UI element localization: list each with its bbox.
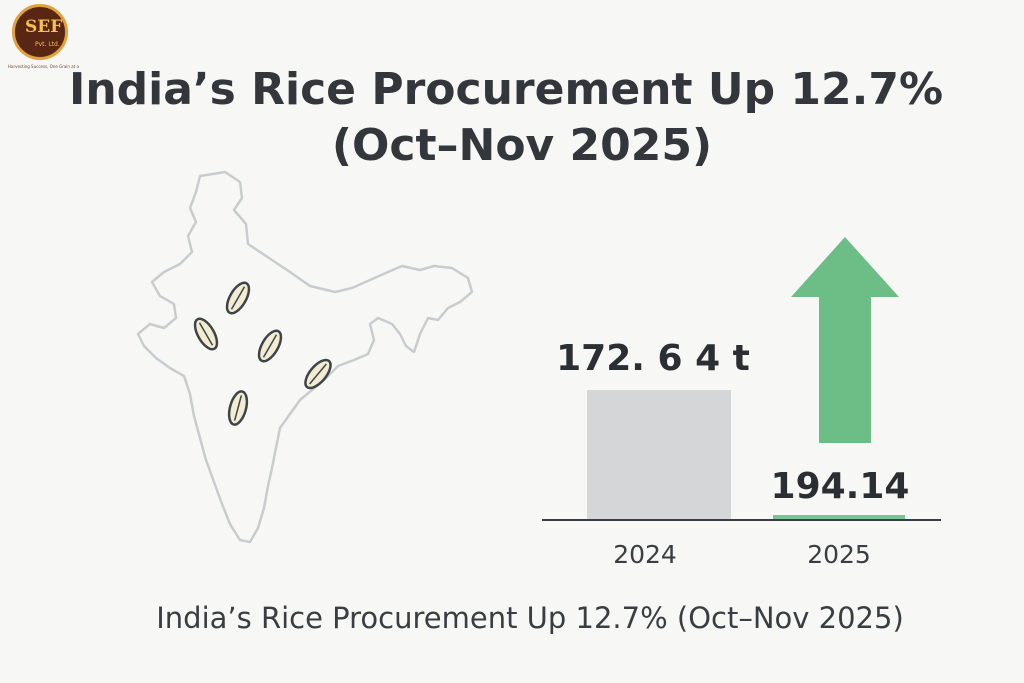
brand-logo: SEF Pvt. Ltd. Harvesting Success, One Gr…	[8, 4, 80, 80]
chart-marks: 172. 6 4 t 194.14 2024 2025	[542, 237, 941, 569]
value-label-2024: 172. 6 4 t	[556, 338, 750, 379]
rice-grain-icon	[257, 329, 283, 363]
rice-grain-icon	[193, 317, 219, 351]
rice-grain-icon	[227, 390, 249, 426]
logo-text: SEF	[25, 17, 63, 37]
chart-caption: India’s Rice Procurement Up 12.7% (Oct–N…	[156, 601, 904, 635]
india-map-icon	[136, 170, 474, 544]
india-outline-icon	[136, 170, 474, 544]
page-title: India’s Rice Procurement Up 12.7% (Oct–N…	[0, 62, 1024, 174]
title-line-2: (Oct–Nov 2025)	[331, 120, 713, 171]
x-tick-label-2025: 2025	[807, 540, 871, 569]
bar-2025	[773, 515, 905, 520]
title-line-1: India’s Rice Procurement Up 12.7%	[68, 64, 944, 115]
growth-arrow-icon	[791, 237, 899, 443]
x-tick-label-2024: 2024	[613, 540, 677, 569]
rice-grain-icon	[304, 358, 332, 390]
value-label-2025: 194.14	[771, 466, 910, 507]
logo-subtext: Pvt. Ltd.	[35, 41, 60, 48]
procurement-bar-chart: 172. 6 4 t 194.14 2024 2025	[542, 237, 941, 569]
rice-grains	[193, 281, 332, 426]
logo-badge: SEF Pvt. Ltd.	[12, 4, 68, 60]
logo-tagline: Harvesting Success, One Grain at a Time	[8, 64, 80, 69]
rice-grain-icon	[225, 281, 251, 315]
bar-2024	[587, 390, 731, 520]
